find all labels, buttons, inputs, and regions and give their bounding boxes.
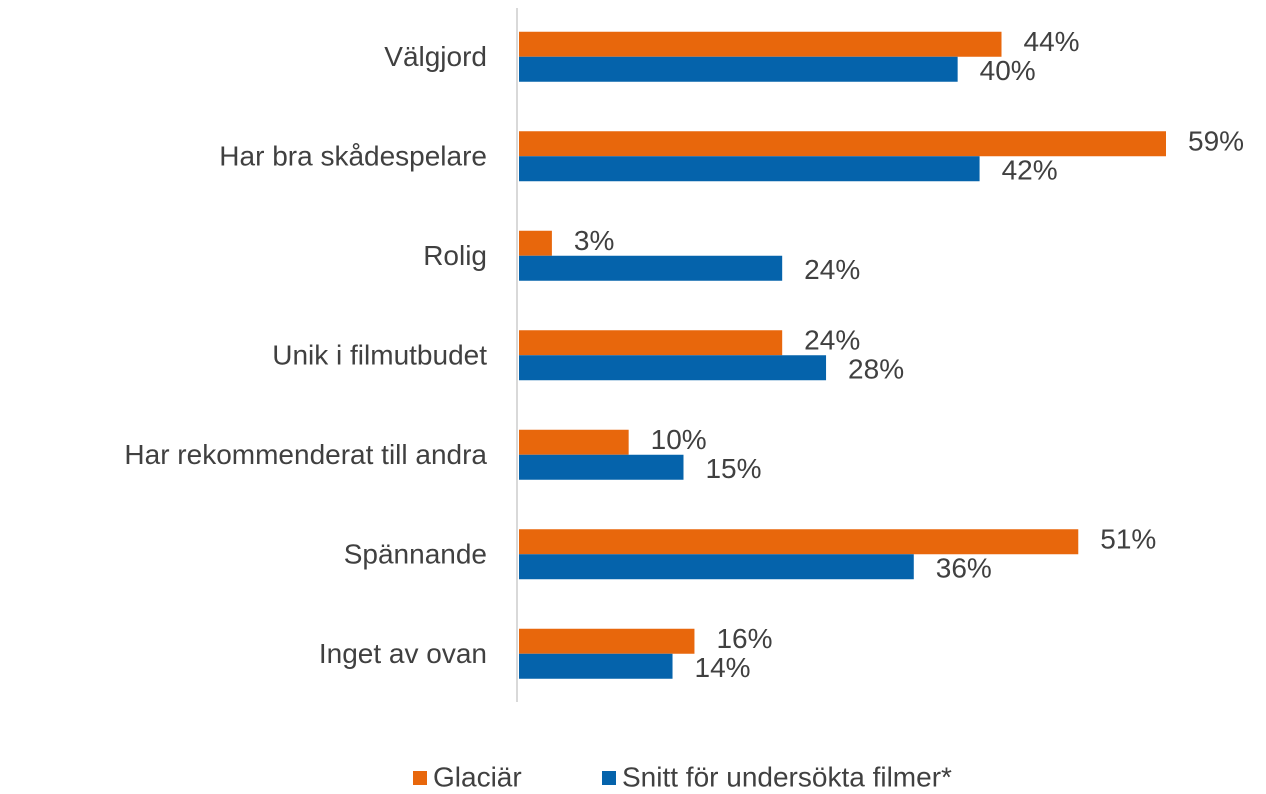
bar [519, 429, 629, 455]
bar [519, 554, 914, 580]
value-label: 40% [980, 55, 1036, 86]
category-label: Har rekommenderat till andra [124, 439, 487, 470]
legend-swatch [602, 771, 616, 785]
category-label: Unik i filmutbudet [272, 340, 487, 371]
legend-label: Snitt för undersökta filmer* [622, 761, 952, 792]
value-label: 51% [1100, 524, 1156, 555]
bar [519, 255, 783, 281]
bar [519, 230, 552, 256]
value-label: 24% [804, 325, 860, 356]
value-label: 36% [936, 553, 992, 584]
bar [519, 628, 695, 654]
value-label: 15% [705, 453, 761, 484]
bar [519, 454, 684, 480]
value-label: 42% [1002, 155, 1058, 186]
value-label: 16% [716, 623, 772, 654]
category-label: Har bra skådespelare [219, 141, 487, 172]
bar [519, 56, 958, 82]
value-label: 24% [804, 254, 860, 285]
value-label: 14% [695, 652, 751, 683]
legend-label: Glaciär [433, 761, 522, 792]
bar [519, 31, 1002, 57]
bar [519, 156, 980, 182]
bar [519, 355, 827, 381]
value-label: 59% [1188, 126, 1244, 157]
legend-swatch [413, 771, 427, 785]
value-label: 44% [1024, 26, 1080, 57]
value-label: 10% [651, 424, 707, 455]
value-label: 3% [574, 225, 614, 256]
value-label: 28% [848, 354, 904, 385]
bar [519, 653, 673, 679]
bar [519, 330, 783, 356]
category-label: Inget av ovan [319, 638, 487, 669]
category-label: Välgjord [384, 41, 487, 72]
bar [519, 529, 1079, 555]
category-label: Spännande [344, 539, 487, 570]
category-label: Rolig [423, 240, 487, 271]
bar [519, 131, 1166, 157]
